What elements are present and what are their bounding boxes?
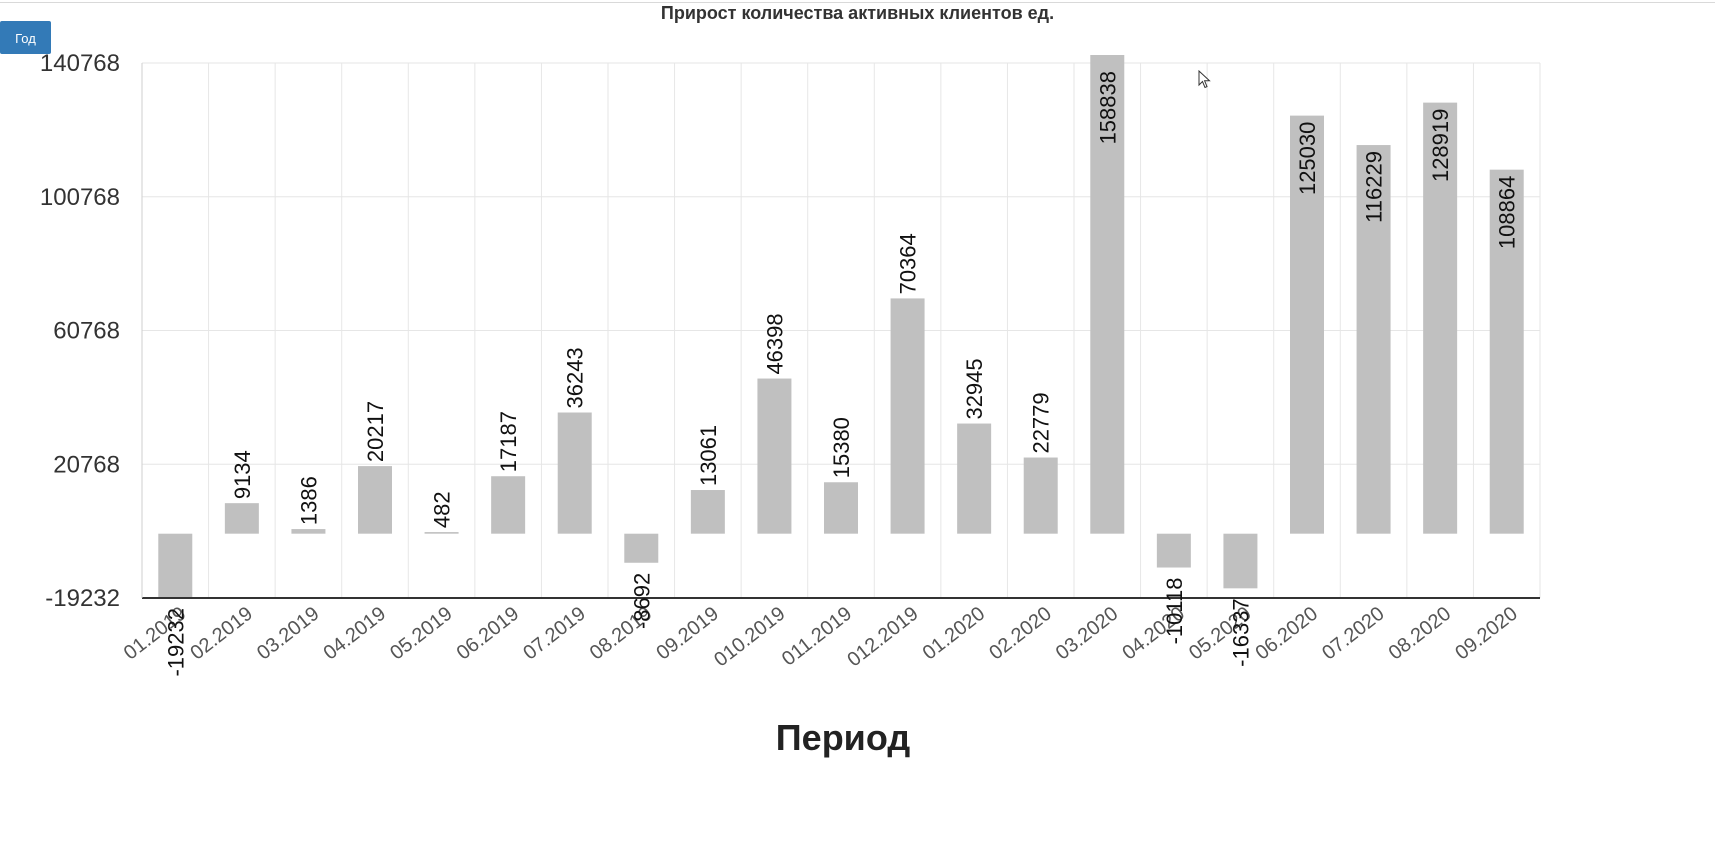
y-tick-label: 60768 xyxy=(53,318,120,345)
bar xyxy=(557,412,592,534)
bar-data-label: -16337 xyxy=(1228,598,1253,667)
bar-data-label: 13061 xyxy=(696,425,721,486)
bar-data-label: -8692 xyxy=(629,573,654,629)
bar-data-label: 20217 xyxy=(363,401,388,462)
bar-data-label: 108864 xyxy=(1495,176,1520,249)
bar-data-label: 46398 xyxy=(762,313,787,374)
x-tick-label: 02.2019 xyxy=(186,603,257,665)
x-tick-label: 03.2020 xyxy=(1052,603,1123,665)
x-axis-title: Период xyxy=(776,717,911,758)
mouse-cursor-icon xyxy=(1198,70,1211,89)
chart-bars xyxy=(158,55,1524,598)
bar xyxy=(1090,55,1125,534)
bar-data-label: 17187 xyxy=(496,411,521,472)
chart-data-labels: -19232 9134 1386 20217 482 17187 36243 -8692 130… xyxy=(163,71,1519,677)
bar-data-label: 128919 xyxy=(1428,109,1453,182)
top-divider xyxy=(0,2,1715,3)
bar-data-label: -19232 xyxy=(163,608,188,677)
x-tick-label: 010.2019 xyxy=(710,603,789,672)
y-tick-label: 100768 xyxy=(40,184,120,211)
y-tick-label: 20768 xyxy=(53,451,120,478)
x-tick-label: 011.2019 xyxy=(778,603,856,671)
bar xyxy=(1290,115,1324,534)
x-tick-label: 04.2019 xyxy=(320,603,391,665)
x-tick-label: 07.2019 xyxy=(519,603,590,665)
bar-data-label: 22779 xyxy=(1029,392,1054,453)
bar-data-label: 70364 xyxy=(896,233,921,294)
x-tick-label: 06.2020 xyxy=(1252,603,1323,665)
bar-data-label: 125030 xyxy=(1295,122,1320,195)
bar-data-label: 32945 xyxy=(962,358,987,419)
period-year-button[interactable]: Год xyxy=(0,21,51,54)
bar xyxy=(824,482,858,534)
bar xyxy=(158,533,193,598)
x-tick-label: 02.2020 xyxy=(985,603,1056,665)
bar xyxy=(757,378,792,534)
bar xyxy=(1223,533,1258,589)
bar-data-label: 1386 xyxy=(296,476,321,525)
bar-data-label: 9134 xyxy=(230,450,255,499)
bar xyxy=(424,532,459,534)
bar-data-label: 15380 xyxy=(829,417,854,478)
bar xyxy=(491,476,526,534)
bar xyxy=(1356,145,1391,534)
x-tick-label: 09.2020 xyxy=(1451,603,1522,665)
x-tick-label: 03.2019 xyxy=(253,603,324,665)
y-tick-label: -19232 xyxy=(45,585,120,612)
bar-data-label: -10118 xyxy=(1162,578,1187,645)
x-tick-label: 012.2019 xyxy=(843,603,922,672)
bar xyxy=(1156,533,1191,568)
bar xyxy=(690,490,725,534)
bar xyxy=(890,298,925,534)
bar xyxy=(358,466,392,534)
bar xyxy=(1489,169,1524,534)
x-tick-label: 07.2020 xyxy=(1318,603,1389,665)
chart-title: Прирост количества активных клиентов ед. xyxy=(660,3,1055,23)
bar xyxy=(624,533,659,563)
x-tick-label: 01.2020 xyxy=(919,603,990,665)
x-tick-label: 08.2020 xyxy=(1385,603,1456,665)
bar xyxy=(957,423,992,534)
y-tick-label: 140768 xyxy=(40,50,120,77)
bar xyxy=(1023,457,1058,534)
x-tick-label: 05.2019 xyxy=(386,603,457,665)
bar-data-label: 36243 xyxy=(563,347,588,408)
bar xyxy=(291,529,326,534)
bar xyxy=(1423,102,1458,534)
x-tick-label: 06.2019 xyxy=(453,603,524,665)
bar-data-label: 158838 xyxy=(1095,71,1120,144)
bar-data-label: 116229 xyxy=(1362,151,1387,223)
bar-data-label: 482 xyxy=(430,491,455,528)
bar xyxy=(224,503,259,534)
